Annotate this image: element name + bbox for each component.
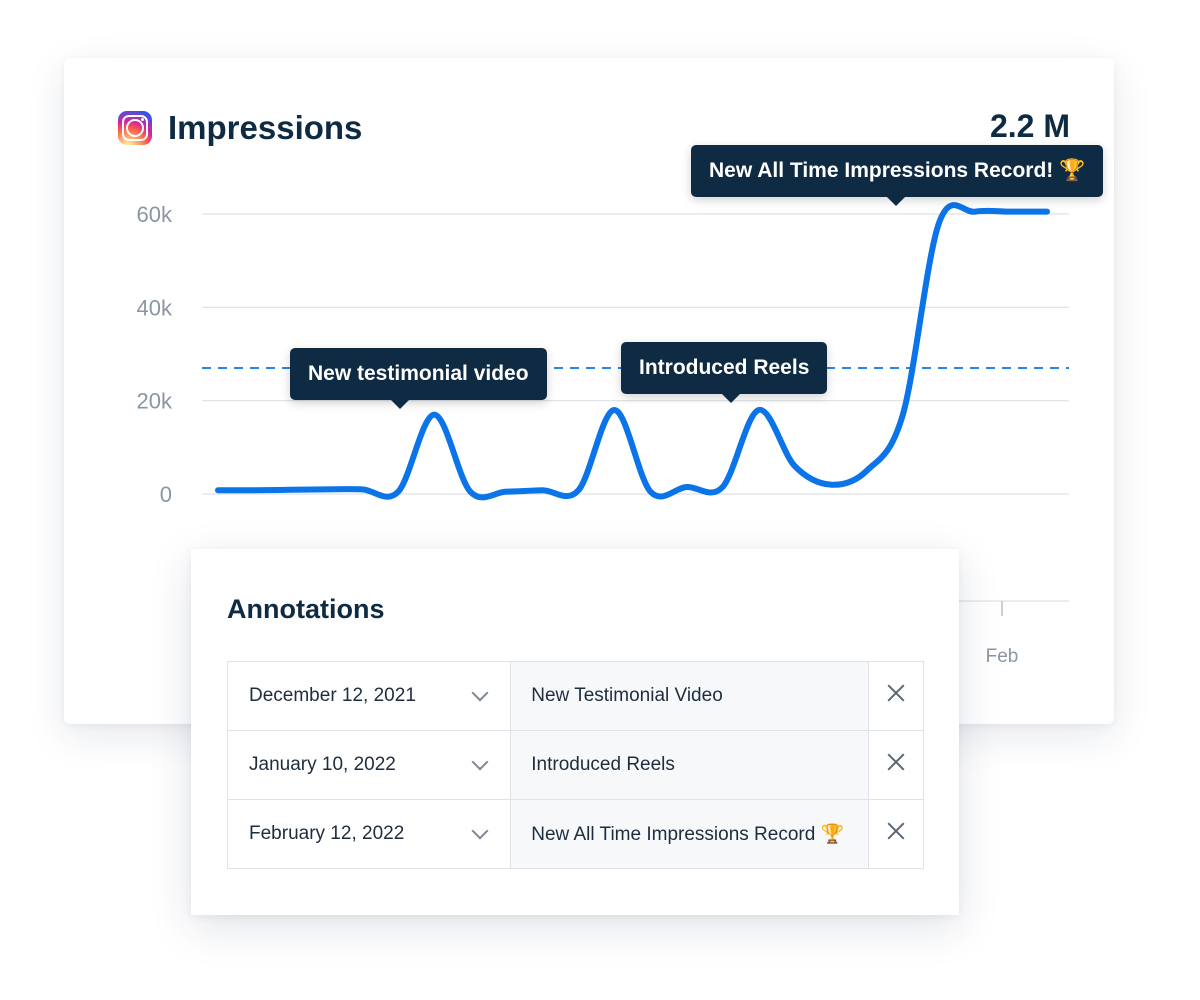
annotation-label-field[interactable]: New Testimonial Video: [510, 661, 869, 731]
annotations-panel: Annotations December 12, 2021 New Testim…: [191, 549, 959, 915]
annotation-row: February 12, 2022 New All Time Impressio…: [226, 799, 924, 869]
annotation-remove-button[interactable]: [867, 799, 924, 869]
annotation-tooltip-testimonial[interactable]: New testimonial video: [290, 348, 547, 409]
chevron-down-icon[interactable]: [471, 684, 489, 702]
card-title: Impressions: [168, 109, 363, 146]
annotation-label-field[interactable]: New All Time Impressions Record 🏆: [510, 799, 869, 869]
total-impressions: 2.2 M: [989, 108, 1070, 144]
annotation-tooltip-record[interactable]: New All Time Impressions Record! 🏆: [691, 145, 1104, 206]
annotations-title: Annotations: [227, 594, 385, 624]
annotation-tooltip-reels[interactable]: Introduced Reels: [621, 342, 828, 403]
annotation-date: February 12, 2022: [249, 823, 405, 844]
close-icon[interactable]: [887, 822, 905, 840]
close-icon[interactable]: [887, 684, 905, 702]
chevron-down-icon[interactable]: [471, 753, 489, 771]
y-tick-label: 40k: [137, 295, 173, 320]
card-header: Impressions: [118, 108, 362, 148]
annotation-date-select[interactable]: December 12, 2021: [226, 661, 512, 731]
annotation-remove-button[interactable]: [867, 730, 924, 800]
annotation-row: December 12, 2021 New Testimonial Video: [226, 661, 924, 731]
annotation-label-field[interactable]: Introduced Reels: [510, 730, 869, 800]
annotation-date: January 10, 2022: [249, 754, 396, 775]
y-tick-label: 60k: [137, 202, 173, 227]
annotation-date: December 12, 2021: [249, 685, 416, 706]
annotation-date-select[interactable]: January 10, 2022: [226, 730, 512, 800]
annotation-date-select[interactable]: February 12, 2022: [226, 799, 512, 869]
y-tick-label: 20k: [137, 389, 173, 414]
annotations-table: December 12, 2021 New Testimonial Video …: [226, 661, 924, 869]
chevron-down-icon[interactable]: [471, 822, 489, 840]
annotation-remove-button[interactable]: [867, 661, 924, 731]
x-tick-label: Feb: [986, 646, 1019, 667]
annotation-row: January 10, 2022 Introduced Reels: [226, 730, 924, 800]
y-tick-label: 0: [160, 482, 172, 507]
close-icon[interactable]: [887, 753, 905, 771]
series-line: [215, 202, 1050, 501]
instagram-icon: [118, 111, 152, 145]
